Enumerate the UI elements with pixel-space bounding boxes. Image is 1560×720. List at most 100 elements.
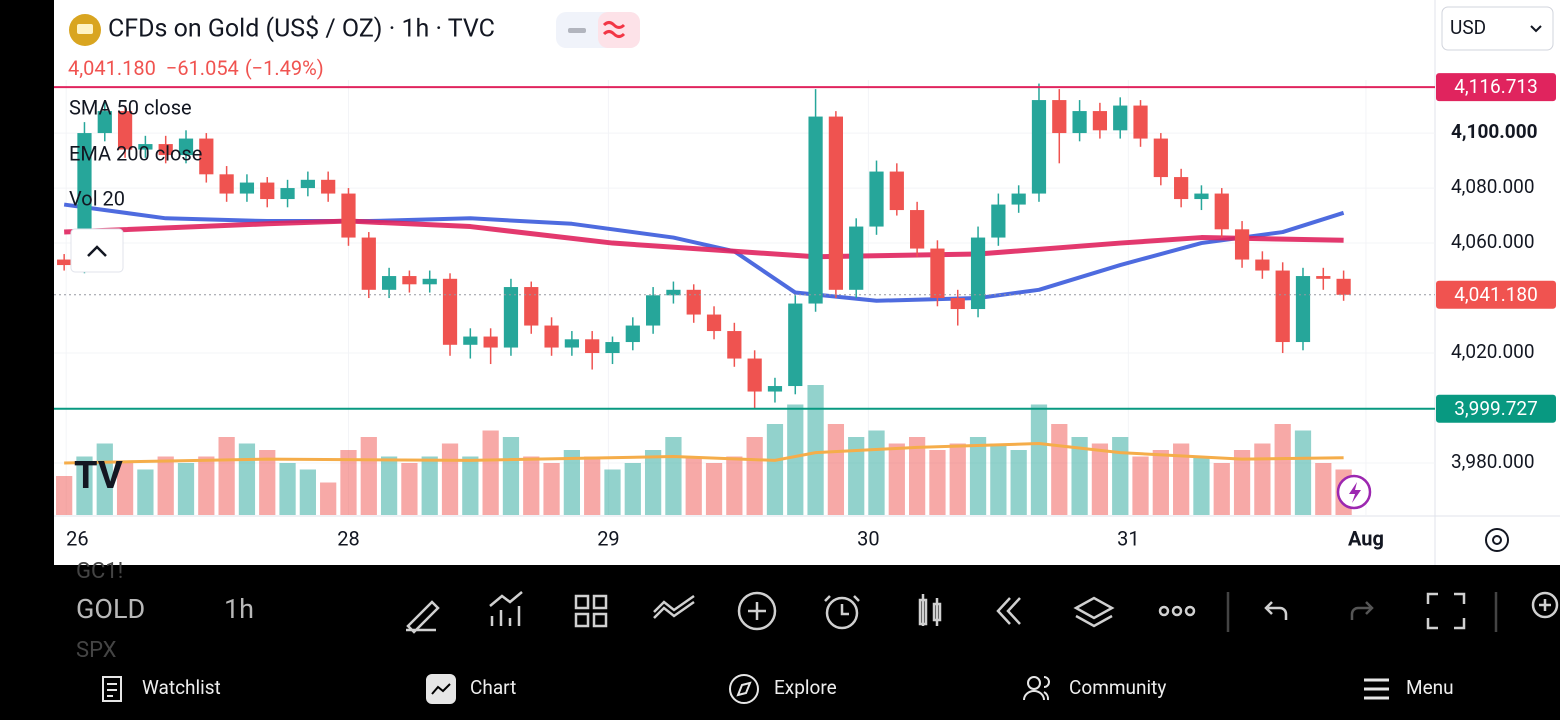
candle-body: [1214, 193, 1229, 230]
candle-body: [1316, 276, 1331, 279]
candle-body: [341, 193, 356, 238]
volume-bar: [1254, 443, 1271, 515]
nav-item[interactable]: Chart: [470, 676, 516, 699]
candle-body: [727, 331, 742, 359]
layout-icon[interactable]: [574, 594, 608, 628]
volume-bar: [1030, 404, 1048, 515]
nav-item[interactable]: Explore: [774, 676, 837, 699]
volume-bar: [1315, 463, 1332, 515]
fullscreen-icon[interactable]: [1426, 592, 1466, 630]
candle-body: [422, 278, 437, 285]
collapse-button[interactable]: [70, 228, 124, 273]
candle-body: [930, 248, 945, 299]
nav-item[interactable]: Community: [1069, 676, 1166, 699]
currency-select[interactable]: [1441, 6, 1554, 51]
volume-bar: [523, 456, 540, 515]
candle-body: [564, 339, 579, 348]
volume-bar: [279, 463, 296, 515]
volume-bar: [624, 463, 641, 515]
volume-bar: [949, 443, 966, 515]
undo-icon[interactable]: [1264, 601, 1288, 620]
x-tick-label: 29: [597, 526, 619, 550]
price-label-box: [1436, 280, 1556, 309]
volume-bar: [502, 437, 520, 515]
volume-bar: [848, 437, 865, 515]
x-tick-label: Aug: [1348, 526, 1384, 550]
volume-bar: [685, 456, 702, 515]
x-tick-label: 31: [1117, 526, 1139, 550]
volume-bar: [116, 463, 134, 515]
add-icon[interactable]: [748, 602, 766, 620]
price-label: 4,041.180: [1454, 283, 1538, 306]
volume-bar: [909, 437, 926, 515]
icon: [602, 21, 626, 38]
last-price: 4,041.180: [68, 56, 156, 80]
icon: [87, 245, 107, 257]
volume-bar: [644, 450, 662, 515]
candle-body: [1336, 278, 1351, 295]
compare-icon[interactable]: [653, 594, 695, 619]
symbol-item[interactable]: SPX: [76, 638, 117, 663]
candle-body: [239, 182, 255, 194]
volume-bar: [340, 450, 357, 515]
volume-bar: [807, 385, 824, 515]
layers-icon[interactable]: [1073, 596, 1115, 628]
y-tick-label: 4,080.000: [1451, 175, 1535, 198]
legend-entry[interactable]: Vol 20: [69, 186, 125, 210]
price-info: 4,041.180 −61.054 (−1.49%): [68, 56, 324, 80]
volume-bar: [299, 469, 316, 515]
candle-body: [544, 325, 559, 348]
volume-bar: [441, 443, 459, 515]
nav-item[interactable]: Watchlist: [142, 676, 221, 699]
candle-body: [1052, 100, 1067, 134]
symbol-item[interactable]: GC1!: [76, 559, 123, 584]
candle-body: [970, 237, 986, 310]
candle-body: [199, 138, 214, 175]
icon: [1492, 535, 1502, 545]
candle-body: [767, 386, 783, 392]
candle-body: [463, 336, 478, 345]
y-tick-label: 4,020.000: [1451, 340, 1535, 363]
settings-button[interactable]: [1485, 528, 1509, 552]
alert-icon[interactable]: [824, 595, 860, 616]
indicators-icon[interactable]: [489, 591, 523, 626]
volume-bar: [1010, 450, 1027, 515]
currency-label: USD: [1450, 16, 1486, 39]
bars-icon[interactable]: [918, 594, 942, 626]
candle-body: [260, 182, 275, 200]
candle-body: [605, 342, 620, 354]
icon: [1530, 25, 1542, 33]
nav-item[interactable]: Menu: [1406, 676, 1454, 699]
volume-bar: [320, 482, 337, 515]
interval[interactable]: 1h: [224, 593, 254, 625]
candle-body: [706, 314, 722, 332]
legend-entry[interactable]: SMA 50 close: [69, 95, 192, 119]
candle-body: [1113, 105, 1128, 131]
candle-body: [219, 174, 234, 194]
y-tick-label: 4,100.000: [1451, 120, 1538, 143]
legend-entry[interactable]: EMA 200 close: [69, 141, 202, 165]
volume-bar: [604, 469, 621, 515]
volume-bar: [563, 450, 580, 515]
volume-bar: [218, 437, 235, 515]
draw-icon[interactable]: [406, 600, 440, 634]
symbol-item[interactable]: GOLD: [76, 593, 145, 625]
candle-body: [300, 179, 315, 189]
redo-icon[interactable]: [1350, 601, 1374, 620]
candle-body: [788, 303, 803, 387]
candle-body: [585, 339, 600, 354]
volume-bar: [482, 430, 499, 515]
volume-bar: [401, 463, 418, 515]
price-label-box: [1436, 73, 1556, 102]
volume-bar: [827, 424, 845, 515]
volume-bar: [1294, 430, 1312, 515]
volume-bar: [1233, 450, 1251, 515]
replay-icon[interactable]: [996, 597, 1021, 625]
separator: [1226, 592, 1498, 632]
candle-body: [138, 144, 153, 150]
x-tick-label: 28: [337, 526, 359, 550]
price-label-box: [1436, 394, 1556, 423]
indicator-toggle[interactable]: [598, 12, 640, 48]
candle-body: [646, 295, 661, 326]
